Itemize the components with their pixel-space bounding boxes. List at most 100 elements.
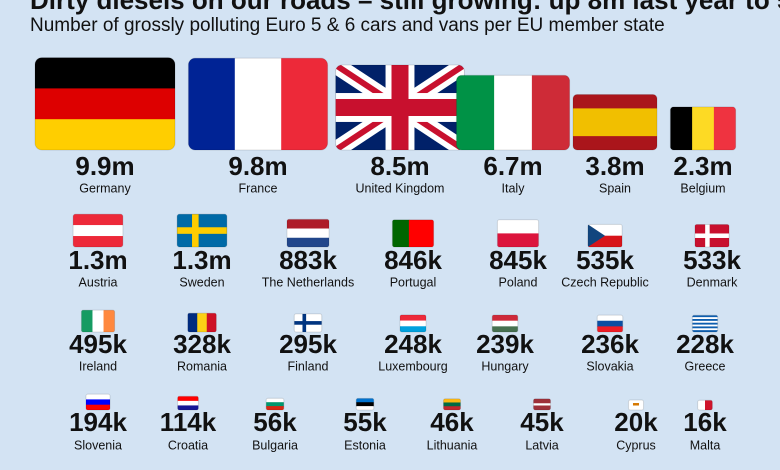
country-label: Slovakia [586,359,633,373]
flag-mark [587,223,623,248]
value-label: 9.9m [75,151,134,181]
flag-stripe [572,94,658,109]
flag-stripe [408,219,434,247]
value-label: 194k [69,407,127,437]
flag-art [266,398,284,411]
flag-stripe [197,313,208,332]
country-label: Germany [79,181,131,195]
flag-stripe [692,319,718,322]
flag-mark [187,312,217,333]
country-label: Bulgaria [252,438,298,452]
flag-stripe [692,322,718,326]
flag-stripe [697,400,706,410]
flag-stripe [572,136,658,151]
flag-art [35,57,175,150]
flag-art [335,64,465,150]
flag-art [392,219,434,247]
flag-stripe [356,402,374,407]
flag-mark [627,399,645,411]
flag [187,57,329,151]
flag-stripe [713,106,736,150]
flag [532,398,552,411]
flag [355,397,375,411]
flag-stripe [492,320,518,327]
country-label: Belgium [680,181,725,195]
flag-stripe [533,405,551,410]
flag-art [81,310,115,332]
flag-stripe [356,398,374,403]
flag-stripe [692,317,718,320]
flag-stripe [35,88,175,120]
flag-stripe [35,57,175,89]
flag-art [587,224,623,247]
flag-mark [572,94,658,151]
flag-stripe [399,320,427,327]
flag [572,94,658,151]
flag [72,213,124,248]
flag-mark [691,314,719,333]
flag-stripe [81,310,93,332]
flag-stripe [286,219,330,230]
flag-art [399,314,427,333]
flag-mark [596,314,624,333]
flag-art [294,313,322,332]
flag-art [73,214,123,248]
flag-stripe [443,398,461,403]
flag-art [443,398,461,410]
flag-mark [669,106,737,151]
country-label: Croatia [168,438,208,452]
flag-mark [187,57,329,151]
flag-art [670,106,736,150]
chart-title: Dirty diesels on our roads – still growi… [30,0,780,15]
flag-stripe [533,398,551,404]
flag-stripe [286,237,330,247]
flag-stripe [492,326,518,333]
flag-stripe [266,406,284,411]
flag-stripe [692,106,715,150]
flag-stripe [281,58,328,151]
flag-stripe [85,399,111,406]
flag [491,314,519,333]
chart-subtitle: Number of grossly polluting Euro 5 & 6 c… [30,15,665,36]
flag [187,312,217,333]
value-label: 55k [343,407,387,437]
value-label: 46k [430,407,474,437]
flag-stripe [177,396,199,402]
flag-art [697,400,713,410]
flag [596,314,624,333]
flag-stripe [399,326,427,333]
country-label: Czech Republic [561,275,649,289]
flag [399,314,427,333]
flag-art [533,398,551,410]
flag-stripe [705,400,713,410]
flag-art [286,219,330,247]
country-label: Sweden [179,275,224,289]
flag-stripe [443,406,461,410]
country-label: Greece [685,359,726,373]
flag [176,213,228,248]
country-label: Romania [177,359,227,373]
flag-stripe [73,225,123,237]
flag-mark [265,397,285,411]
flag-stripe [692,320,718,324]
flag-art [456,75,570,150]
flag-mark [80,309,116,333]
flag-mark [496,219,540,248]
value-label: 1.3m [172,245,231,275]
flag-stripe [443,402,461,407]
value-label: 20k [614,407,658,437]
flag-art [177,214,227,247]
value-label: 328k [173,329,231,359]
flag-stripe [597,315,623,322]
flag-art [177,396,199,411]
flag-art [187,313,217,332]
value-label: 248k [384,329,442,359]
flag-stripe [587,235,623,247]
flag-stripe [497,233,539,247]
flag-mark [176,213,228,248]
flag-mark [697,399,713,411]
value-label: 845k [489,245,547,275]
flag-art [356,398,374,410]
flag-stripe [597,320,623,327]
